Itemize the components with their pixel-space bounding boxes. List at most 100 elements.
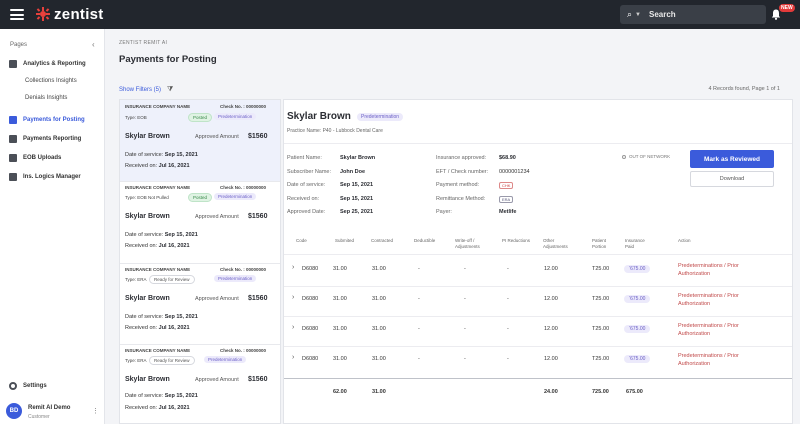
radio-icon bbox=[622, 154, 626, 159]
cell-writeoff: - bbox=[464, 356, 466, 362]
field-value: Sep 15, 2021 bbox=[340, 182, 374, 188]
download-button[interactable]: Download bbox=[690, 171, 774, 187]
sidebar-item-logics-manager[interactable]: Ins. Logics Manager bbox=[9, 173, 81, 181]
insurance-company: INSURANCE COMPANY NAME bbox=[125, 185, 191, 190]
search-input[interactable]: ⌕ ▼ Search bbox=[620, 5, 766, 24]
payment-detail: Skylar Brown Predetermination Practice N… bbox=[283, 99, 793, 424]
document-icon bbox=[9, 116, 17, 124]
received-on: Received on: Jul 16, 2021 bbox=[125, 243, 190, 249]
filter-icon[interactable]: ⧩ bbox=[167, 86, 174, 93]
field-label: Remittance Method: bbox=[436, 196, 486, 202]
list-item[interactable]: INSURANCE COMPANY NAME Check No. : 00000… bbox=[120, 345, 280, 423]
breadcrumb: ZENTIST REMIT AI bbox=[119, 40, 168, 46]
received-label: Received on: bbox=[125, 405, 158, 411]
approved-amount: $1560 bbox=[248, 376, 268, 383]
user-role: Customer bbox=[28, 414, 50, 420]
expand-icon[interactable]: › bbox=[292, 264, 295, 271]
show-filters-link[interactable]: Show Filters (5) ⧩ bbox=[119, 86, 173, 94]
dos-label: Date of service: bbox=[125, 152, 164, 158]
list-item[interactable]: INSURANCE COMPANY NAME Check No. : 00000… bbox=[120, 100, 280, 181]
more-icon[interactable]: ⋮ bbox=[92, 408, 99, 415]
sidebar-item-label: Analytics & Reporting bbox=[23, 61, 86, 67]
type-badge: Predetermination bbox=[214, 193, 257, 200]
cell-paid: ‘675.00 bbox=[624, 355, 651, 363]
sidebar-item-collections[interactable]: Collections Insights bbox=[25, 78, 77, 84]
sidebar-item-payments-reporting[interactable]: Payments Reporting bbox=[9, 135, 81, 143]
expand-icon[interactable]: › bbox=[292, 354, 295, 361]
status-badge: Ready for Review bbox=[149, 356, 195, 365]
field-value: Metlife bbox=[499, 209, 517, 215]
amount-label: Approved Amount bbox=[195, 377, 239, 383]
out-of-network-toggle[interactable]: OUT OF NETWORK bbox=[622, 154, 670, 159]
column-header: Insurance Paid bbox=[625, 238, 645, 249]
cell-deductible: - bbox=[418, 266, 420, 272]
column-header: Code bbox=[296, 238, 307, 243]
status-badge: Ready for Review bbox=[149, 275, 195, 284]
cell-deductible: - bbox=[418, 326, 420, 332]
top-bar: zentist ⌕ ▼ Search NEW bbox=[0, 0, 800, 29]
action-link[interactable]: Predeterminations / Prior Authorization bbox=[678, 293, 739, 307]
action-link[interactable]: Predeterminations / Prior Authorization bbox=[678, 353, 739, 367]
row-divider bbox=[284, 316, 792, 317]
collapse-icon[interactable]: ‹ bbox=[92, 40, 95, 49]
chart-icon bbox=[9, 60, 17, 68]
eob-type: Type: ERA bbox=[125, 277, 147, 282]
dos-value: Sep 15, 2021 bbox=[164, 393, 198, 399]
cell-submitted: 31.00 bbox=[333, 296, 347, 302]
insurance-company: INSURANCE COMPANY NAME bbox=[125, 267, 191, 272]
divider bbox=[284, 143, 792, 144]
approved-amount: $1560 bbox=[248, 213, 268, 220]
logo-icon bbox=[36, 7, 50, 21]
received-label: Received on: bbox=[125, 163, 158, 169]
folder-icon bbox=[9, 154, 17, 162]
cell-writeoff: - bbox=[464, 326, 466, 332]
list-item[interactable]: INSURANCE COMPANY NAME Check No. : 00000… bbox=[120, 182, 280, 263]
cell-other: 12.00 bbox=[544, 296, 558, 302]
type-badge: Predetermination bbox=[214, 275, 257, 282]
action-link[interactable]: Predeterminations / Prior Authorization bbox=[678, 323, 739, 337]
patient-name: Skylar Brown bbox=[125, 376, 170, 383]
expand-icon[interactable]: › bbox=[292, 324, 295, 331]
received-value: Jul 16, 2021 bbox=[158, 243, 190, 249]
notification-badge: NEW bbox=[779, 4, 795, 12]
date-of-service: Date of service: Sep 15, 2021 bbox=[125, 393, 198, 399]
bell-icon[interactable] bbox=[771, 9, 781, 20]
sidebar-item-settings[interactable]: Settings bbox=[9, 382, 47, 390]
column-header: PI Reductions bbox=[502, 238, 531, 243]
sidebar-item-denials[interactable]: Denials Insights bbox=[25, 95, 68, 101]
eob-type: Type: EOB Not Pulled bbox=[125, 195, 169, 200]
cell-code: D6080 bbox=[302, 356, 319, 362]
amount-label: Approved Amount bbox=[195, 134, 239, 140]
cell-paid: ‘675.00 bbox=[624, 295, 651, 303]
sidebar-item-eob-uploads[interactable]: EOB Uploads bbox=[9, 154, 61, 162]
cell-other: 12.00 bbox=[544, 356, 558, 362]
field-label: Date of service: bbox=[287, 182, 326, 188]
check-number: Check No. : 00000000 bbox=[220, 185, 267, 190]
sidebar-item-label: EOB Uploads bbox=[23, 155, 62, 161]
cell-patient: T25.00 bbox=[592, 356, 610, 362]
list-item[interactable]: INSURANCE COMPANY NAME Check No. : 00000… bbox=[120, 264, 280, 344]
patient-name: Skylar Brown bbox=[125, 213, 170, 220]
brand-name: zentist bbox=[54, 6, 104, 23]
field-label: Approved Date: bbox=[287, 209, 326, 215]
eob-type: Type: ERA bbox=[125, 358, 147, 363]
approved-amount: $1560 bbox=[248, 133, 268, 140]
avatar[interactable]: BD bbox=[6, 403, 22, 419]
dos-value: Sep 15, 2021 bbox=[164, 152, 198, 158]
expand-icon[interactable]: › bbox=[292, 294, 295, 301]
detail-patient-name: Skylar Brown bbox=[287, 111, 351, 122]
cell-patient: T25.00 bbox=[592, 296, 610, 302]
mark-reviewed-button[interactable]: Mark as Reviewed bbox=[690, 150, 774, 168]
cell-code: D6080 bbox=[302, 296, 319, 302]
action-link[interactable]: Predeterminations / Prior Authorization bbox=[678, 263, 739, 277]
total-contracted: 31.00 bbox=[372, 389, 386, 395]
cell-pi: - bbox=[507, 296, 509, 302]
list-icon bbox=[9, 135, 17, 143]
field-value: Skylar Brown bbox=[340, 155, 376, 161]
sidebar-item-analytics[interactable]: Analytics & Reporting bbox=[9, 60, 86, 68]
sidebar-item-payments-posting[interactable]: Payments for Posting bbox=[9, 116, 85, 124]
chevron-down-icon: ▼ bbox=[635, 11, 641, 18]
cell-deductible: - bbox=[418, 296, 420, 302]
menu-icon[interactable] bbox=[10, 9, 24, 20]
field-value: $68.90 bbox=[499, 155, 516, 161]
